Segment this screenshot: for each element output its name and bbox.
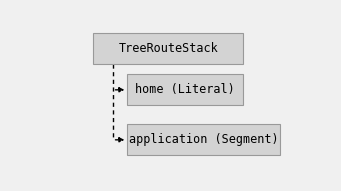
FancyBboxPatch shape: [127, 74, 243, 105]
FancyBboxPatch shape: [93, 33, 243, 64]
Text: TreeRouteStack: TreeRouteStack: [118, 42, 218, 55]
Text: home (Literal): home (Literal): [135, 83, 235, 96]
Text: application (Segment): application (Segment): [129, 133, 279, 146]
FancyBboxPatch shape: [127, 124, 281, 155]
